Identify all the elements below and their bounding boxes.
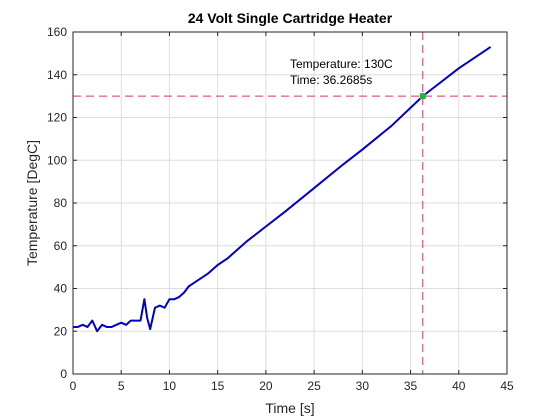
x-tick-label: 40 [452, 379, 466, 393]
y-tick-label: 160 [47, 25, 67, 39]
x-tick-label: 25 [307, 379, 321, 393]
y-tick-label: 60 [54, 239, 68, 253]
series-layer [73, 46, 492, 333]
crosshair-marker[interactable] [419, 93, 426, 100]
annotation-time: Time: 36.2685s [290, 73, 372, 87]
crosshair-layer [73, 32, 507, 374]
chart-title: 24 Volt Single Cartridge Heater [188, 10, 393, 26]
annotation-temperature: Temperature: 130C [290, 57, 393, 71]
x-tick-label: 15 [211, 379, 225, 393]
y-tick-label: 40 [54, 282, 68, 296]
temperature-series-line [73, 46, 492, 333]
x-axis-label: Time [s] [265, 400, 314, 416]
x-tick-label: 0 [70, 379, 77, 393]
x-tick-label: 30 [356, 379, 370, 393]
x-tick-label: 35 [404, 379, 418, 393]
y-axis-ticks: 0 20 40 60 80 100 120 140 160 [47, 25, 507, 381]
y-axis-label: Temperature [DegC] [24, 140, 40, 266]
x-tick-label: 45 [500, 379, 514, 393]
y-tick-label: 120 [47, 111, 67, 125]
x-tick-label: 10 [163, 379, 177, 393]
x-tick-label: 20 [259, 379, 273, 393]
x-axis-ticks: 0 5 10 15 20 25 30 35 40 45 [70, 32, 514, 393]
y-tick-label: 0 [60, 367, 67, 381]
x-tick-label: 5 [118, 379, 125, 393]
y-tick-label: 100 [47, 153, 67, 167]
y-tick-label: 80 [54, 196, 68, 210]
y-tick-label: 140 [47, 68, 67, 82]
y-tick-label: 20 [54, 324, 68, 338]
